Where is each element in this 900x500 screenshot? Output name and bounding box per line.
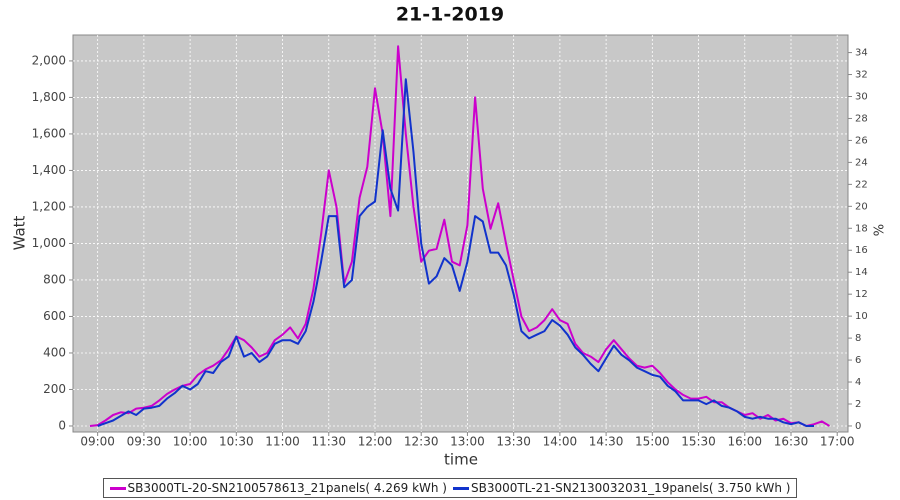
legend-item: SB3000TL-21-SN2130032031_19panels( 3.750… <box>453 481 790 495</box>
x-tick-label: 10:30 <box>219 435 254 449</box>
chart: 21-1-2019 time Watt % 02004006008001,000… <box>11 4 888 469</box>
y2-tick-label: 28 <box>855 113 868 124</box>
legend-label: SB3000TL-21-SN2130032031_19panels( 3.750… <box>471 481 791 495</box>
y2-tick-label: 22 <box>855 179 868 190</box>
x-tick-label: 14:00 <box>543 435 578 449</box>
y-tick-label: 200 <box>43 382 66 396</box>
y2-tick-label: 26 <box>855 135 868 146</box>
y2-tick-label: 24 <box>855 157 868 168</box>
legend-row: SB3000TL-20-SN2100578613_21panels( 4.269… <box>0 478 900 498</box>
y2-tick-label: 16 <box>855 245 868 256</box>
y-tick-label: 1,400 <box>32 163 66 177</box>
legend-item: SB3000TL-20-SN2100578613_21panels( 4.269… <box>109 481 447 495</box>
y2-tick-label: 20 <box>855 201 868 212</box>
x-tick-label: 09:30 <box>127 435 162 449</box>
y-tick-label: 600 <box>43 309 66 323</box>
x-tick-label: 15:00 <box>635 435 670 449</box>
x-axis-label: time <box>444 451 478 469</box>
legend-swatch <box>453 487 469 490</box>
x-tick-label: 12:00 <box>358 435 393 449</box>
y2-tick-label: 2 <box>855 399 861 410</box>
y-tick-label: 2,000 <box>32 53 66 67</box>
series-line <box>97 78 815 427</box>
y-tick-label: 1,000 <box>32 236 66 250</box>
y-tick-label: 1,800 <box>32 90 66 104</box>
x-tick-label: 13:30 <box>496 435 531 449</box>
y2-axis-label: % <box>873 224 888 236</box>
y2-tick-label: 4 <box>855 377 861 388</box>
y-axis-label: Watt <box>11 215 29 250</box>
x-tick-label: 12:30 <box>404 435 439 449</box>
series-line <box>89 45 831 427</box>
y2-tick-label: 34 <box>855 48 868 59</box>
y2-tick-label: 12 <box>855 289 868 300</box>
chart-title: 21-1-2019 <box>396 4 504 26</box>
y2-tick-label: 0 <box>855 421 861 432</box>
y2-tick-label: 18 <box>855 223 868 234</box>
x-tick-label: 13:00 <box>450 435 485 449</box>
y-tick-label: 400 <box>43 345 66 359</box>
plot-area <box>72 34 849 433</box>
x-tick-label: 14:30 <box>589 435 624 449</box>
legend-swatch <box>109 487 126 490</box>
x-tick-label: 15:30 <box>681 435 716 449</box>
y2-tick-label: 32 <box>855 70 868 81</box>
y-tick-label: 1,600 <box>32 126 66 140</box>
y2-tick-label: 8 <box>855 333 861 344</box>
y2-tick-label: 6 <box>855 355 861 366</box>
x-tick-label: 17:00 <box>820 435 855 449</box>
x-tick-label: 11:00 <box>265 435 300 449</box>
y2-tick-label: 14 <box>855 267 868 278</box>
x-tick-label: 10:00 <box>173 435 208 449</box>
y2-tick-label: 10 <box>855 311 868 322</box>
legend-label: SB3000TL-20-SN2100578613_21panels( 4.269… <box>127 481 447 495</box>
x-tick-label: 16:00 <box>727 435 762 449</box>
x-tick-label: 16:30 <box>774 435 809 449</box>
x-tick-label: 09:00 <box>80 435 115 449</box>
x-tick-label: 11:30 <box>311 435 346 449</box>
y-tick-label: 800 <box>43 272 66 286</box>
y2-tick-label: 30 <box>855 91 868 102</box>
y-tick-label: 0 <box>58 418 66 432</box>
y-tick-label: 1,200 <box>32 199 66 213</box>
legend: SB3000TL-20-SN2100578613_21panels( 4.269… <box>102 478 798 498</box>
